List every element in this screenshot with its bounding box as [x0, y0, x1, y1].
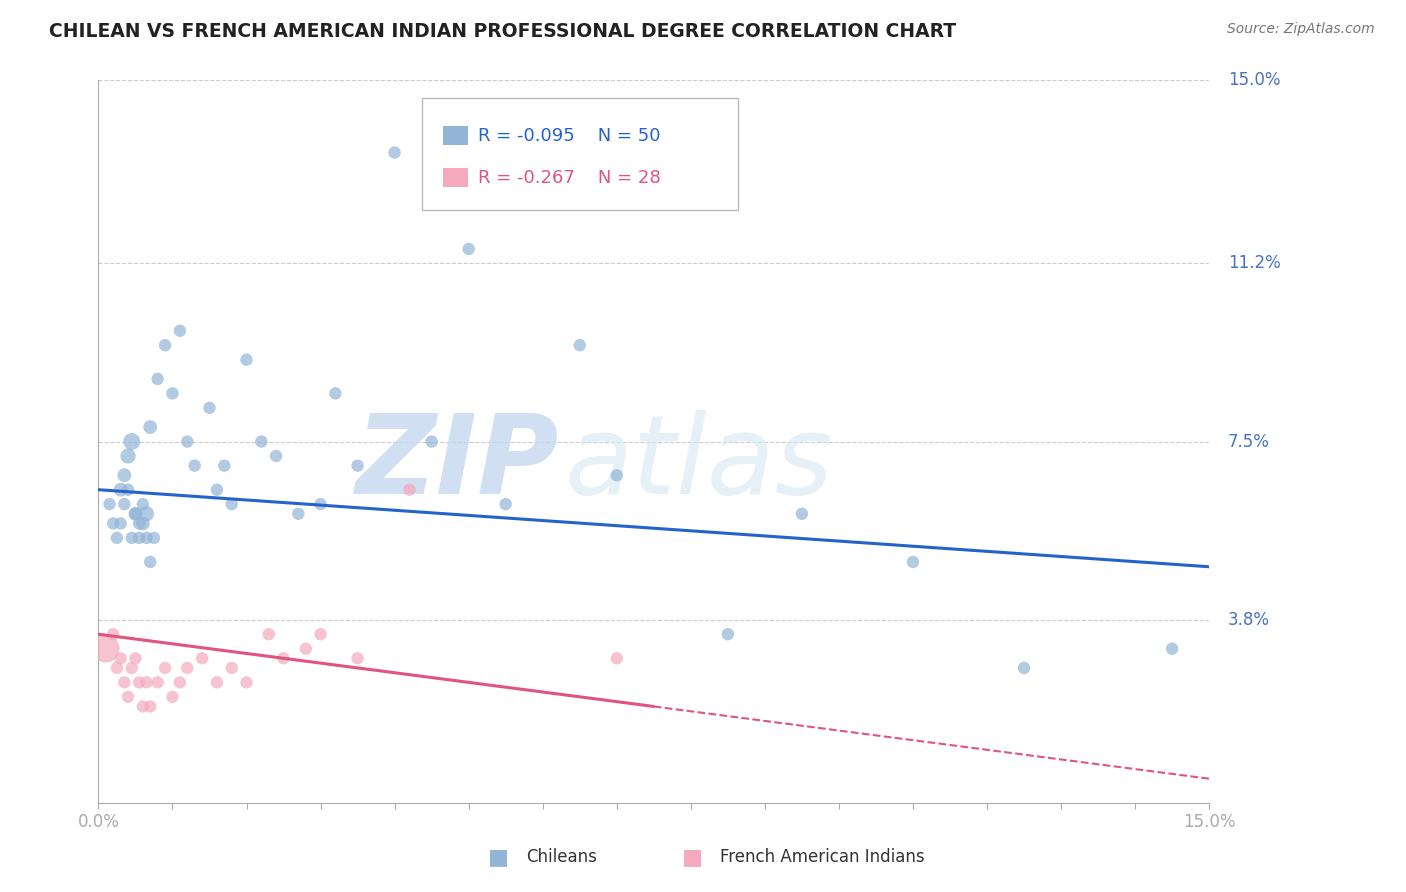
Point	[110, 483, 132, 497]
Point	[176, 661, 198, 675]
Point	[105, 531, 128, 545]
Point	[117, 483, 139, 497]
Point	[162, 690, 184, 704]
Point	[121, 531, 143, 545]
Point	[495, 497, 517, 511]
Point	[176, 434, 198, 449]
Point	[117, 449, 139, 463]
Text: CHILEAN VS FRENCH AMERICAN INDIAN PROFESSIONAL DEGREE CORRELATION CHART: CHILEAN VS FRENCH AMERICAN INDIAN PROFES…	[49, 22, 956, 41]
Point	[153, 338, 176, 352]
Point	[790, 507, 813, 521]
Point	[346, 651, 368, 665]
Point	[94, 641, 117, 656]
Point	[132, 516, 155, 531]
Point	[221, 497, 243, 511]
Point	[250, 434, 273, 449]
Point	[1161, 641, 1184, 656]
Point	[257, 627, 280, 641]
Text: ■: ■	[682, 847, 703, 867]
Point	[132, 699, 155, 714]
Point	[110, 651, 132, 665]
Point	[717, 627, 740, 641]
Point	[139, 420, 162, 434]
Text: ■: ■	[488, 847, 509, 867]
Point	[143, 531, 166, 545]
Point	[191, 651, 214, 665]
Text: 15.0%: 15.0%	[1227, 71, 1281, 89]
Point	[112, 468, 135, 483]
Point	[135, 675, 157, 690]
Point	[139, 555, 162, 569]
Point	[901, 555, 924, 569]
Point	[132, 497, 155, 511]
Point	[117, 690, 139, 704]
Point	[325, 386, 347, 401]
Point	[1012, 661, 1035, 675]
Text: R = -0.267    N = 28: R = -0.267 N = 28	[478, 169, 661, 186]
Text: R = -0.095    N = 50: R = -0.095 N = 50	[478, 127, 661, 145]
Text: Chileans: Chileans	[526, 848, 598, 866]
Point	[309, 627, 332, 641]
Point	[384, 145, 406, 160]
Point	[273, 651, 295, 665]
Point	[606, 468, 628, 483]
Point	[235, 352, 257, 367]
Point	[420, 434, 443, 449]
Point	[128, 516, 150, 531]
Point	[214, 458, 236, 473]
Text: 11.2%: 11.2%	[1227, 254, 1281, 272]
Point	[457, 242, 479, 256]
Point	[124, 651, 146, 665]
Point	[398, 483, 420, 497]
Point	[135, 507, 157, 521]
Point	[169, 324, 191, 338]
Point	[121, 661, 143, 675]
Point	[183, 458, 205, 473]
Point	[103, 627, 125, 641]
Point	[205, 675, 228, 690]
Point	[110, 516, 132, 531]
Point	[346, 458, 368, 473]
Point	[235, 675, 257, 690]
Point	[139, 699, 162, 714]
Point	[128, 531, 150, 545]
Point	[287, 507, 309, 521]
Text: Source: ZipAtlas.com: Source: ZipAtlas.com	[1227, 22, 1375, 37]
Point	[264, 449, 287, 463]
Text: atlas: atlas	[565, 409, 834, 516]
Point	[124, 507, 146, 521]
Point	[309, 497, 332, 511]
Point	[124, 507, 146, 521]
Point	[568, 338, 591, 352]
Point	[105, 661, 128, 675]
Point	[112, 675, 135, 690]
Point	[294, 641, 316, 656]
Text: 7.5%: 7.5%	[1227, 433, 1270, 450]
Point	[135, 531, 157, 545]
Point	[103, 516, 125, 531]
Point	[153, 661, 176, 675]
Point	[128, 675, 150, 690]
Point	[169, 675, 191, 690]
Point	[112, 497, 135, 511]
Text: French American Indians: French American Indians	[720, 848, 925, 866]
Text: 3.8%: 3.8%	[1227, 611, 1270, 629]
Point	[162, 386, 184, 401]
Point	[198, 401, 221, 415]
Point	[146, 372, 169, 386]
Point	[146, 675, 169, 690]
Text: ZIP: ZIP	[356, 409, 560, 516]
Point	[221, 661, 243, 675]
Point	[205, 483, 228, 497]
Point	[98, 497, 121, 511]
Point	[121, 434, 143, 449]
Point	[606, 651, 628, 665]
